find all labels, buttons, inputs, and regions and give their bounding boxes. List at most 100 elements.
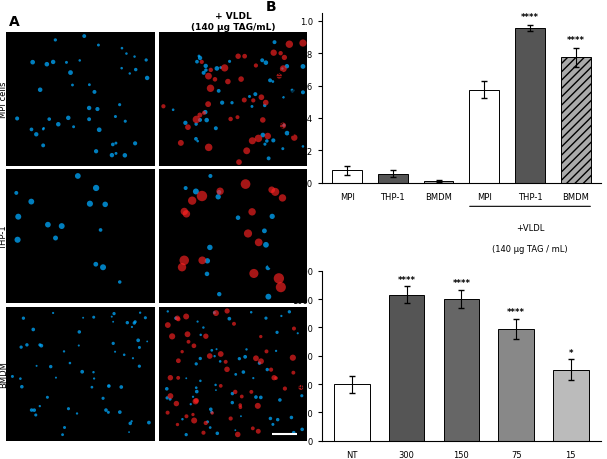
Point <box>168 107 178 114</box>
Point <box>261 100 271 107</box>
Point <box>189 342 198 350</box>
Point <box>298 64 308 71</box>
Point <box>216 65 226 72</box>
Y-axis label: MPI cells: MPI cells <box>0 82 8 118</box>
Point <box>260 141 270 149</box>
Point <box>180 208 189 216</box>
Point <box>207 409 217 416</box>
Point <box>207 347 217 354</box>
Point <box>195 117 205 124</box>
Point <box>248 97 258 105</box>
Point <box>192 388 202 395</box>
Point <box>233 431 243 438</box>
Point <box>192 117 202 124</box>
Point <box>158 103 168 111</box>
Point <box>48 310 58 317</box>
Point <box>211 381 220 389</box>
Text: C: C <box>266 257 276 272</box>
Point <box>206 85 215 93</box>
Point <box>215 188 225 196</box>
Point <box>223 78 232 86</box>
Text: ****: **** <box>398 275 416 284</box>
Point <box>61 60 71 67</box>
Point <box>111 151 121 158</box>
Point <box>251 91 260 99</box>
Point <box>174 375 183 382</box>
Point <box>108 141 118 149</box>
Point <box>189 417 199 424</box>
Point <box>115 102 124 109</box>
Point <box>44 116 54 123</box>
Point <box>282 63 292 71</box>
Point <box>195 112 205 119</box>
Point <box>285 41 294 49</box>
Point <box>279 95 288 102</box>
Point <box>209 309 219 317</box>
Point <box>80 34 89 41</box>
Point <box>210 353 220 360</box>
Point <box>262 138 272 146</box>
Point <box>101 407 111 414</box>
Point <box>276 284 286 291</box>
Point <box>227 100 237 107</box>
Point <box>163 322 172 329</box>
Point <box>251 355 261 362</box>
Text: B: B <box>266 0 277 14</box>
Point <box>91 261 101 269</box>
Point <box>256 333 266 341</box>
Text: ****: **** <box>567 35 585 45</box>
Text: + VLDL
(140 μg TAG/mL): + VLDL (140 μg TAG/mL) <box>191 12 276 32</box>
Point <box>215 358 225 365</box>
Point <box>214 88 223 95</box>
Point <box>282 130 292 138</box>
Bar <box>424 182 453 183</box>
Point <box>172 421 182 428</box>
Point <box>32 131 41 139</box>
Point <box>110 348 120 356</box>
Point <box>222 308 232 315</box>
Point <box>212 66 222 73</box>
Bar <box>498 329 534 441</box>
Point <box>288 88 297 95</box>
Point <box>90 89 100 96</box>
Point <box>285 308 294 316</box>
Point <box>193 138 203 146</box>
Point <box>181 313 191 320</box>
Bar <box>332 171 362 183</box>
Point <box>261 241 271 249</box>
Point <box>231 426 240 434</box>
Point <box>217 100 227 107</box>
Point <box>194 53 204 61</box>
Point <box>103 409 113 416</box>
Point <box>263 264 273 272</box>
Point <box>289 325 299 332</box>
Point <box>93 106 103 113</box>
Point <box>109 340 118 347</box>
Point <box>171 315 181 322</box>
Point <box>181 375 191 382</box>
Point <box>231 371 240 378</box>
Point <box>201 333 211 340</box>
Text: ****: **** <box>507 308 525 317</box>
Text: ****: **** <box>452 279 470 288</box>
Point <box>234 355 244 363</box>
Point <box>64 405 73 413</box>
Point <box>202 271 212 278</box>
Point <box>236 413 246 420</box>
Point <box>220 65 229 73</box>
Point <box>280 385 290 392</box>
Point <box>298 40 308 48</box>
Point <box>226 415 236 422</box>
Point <box>13 213 23 221</box>
Point <box>27 126 36 134</box>
Point <box>256 358 266 365</box>
Point <box>178 415 188 423</box>
Point <box>59 424 69 431</box>
Point <box>121 51 131 58</box>
Bar <box>378 174 408 183</box>
Point <box>289 429 299 437</box>
Point <box>142 75 152 83</box>
Point <box>257 95 266 102</box>
Point <box>195 355 205 362</box>
Point <box>260 102 270 110</box>
